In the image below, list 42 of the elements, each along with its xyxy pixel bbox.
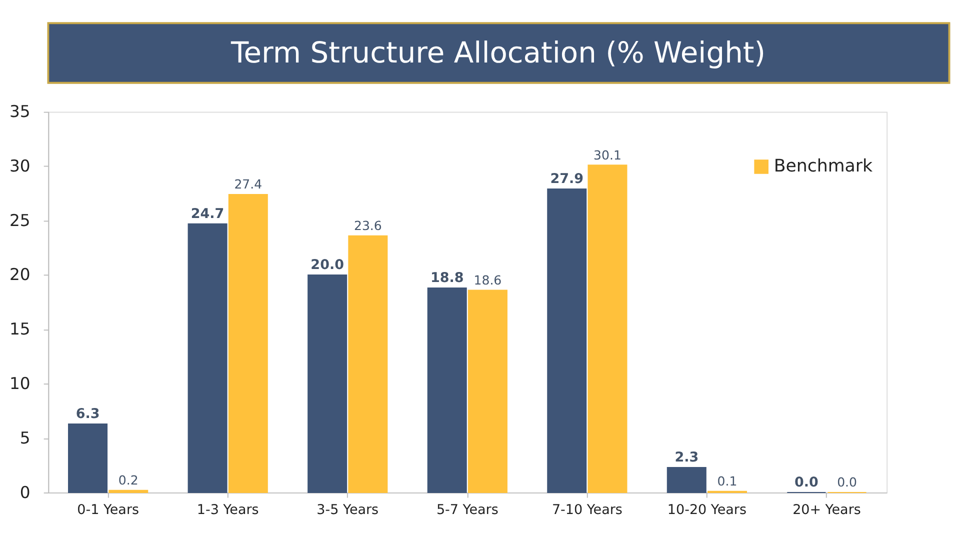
data-label: 0.0 [837,474,858,490]
y-tick-label: 30 [10,156,30,176]
data-label: 23.6 [354,218,382,234]
bar [427,288,467,493]
data-label: 27.4 [234,176,262,192]
bar [188,223,228,493]
y-tick-label: 0 [20,482,30,502]
legend-label: Benchmark [774,156,873,177]
bar [68,423,108,493]
y-tick-label: 10 [10,374,30,394]
x-tick-label: 1-3 Years [196,502,259,518]
y-tick-label: 5 [20,428,30,448]
x-tick-label: 0-1 Years [77,502,140,518]
chart-title: Term Structure Allocation (% Weight) [230,36,766,70]
data-label: 0.0 [794,474,818,491]
x-tick-label: 20+ Years [792,502,861,518]
x-tick-label: 7-10 Years [552,502,622,518]
bar [666,466,706,493]
data-label: 0.2 [118,472,138,488]
data-label: 30.1 [594,147,622,162]
y-tick-label: 20 [10,265,30,284]
data-label: 18.8 [430,270,464,286]
data-label: 18.6 [474,272,502,288]
x-tick-label: 10-20 Years [667,502,746,518]
data-label: 2.3 [674,450,699,466]
bar [308,274,348,493]
x-tick-label: 3-5 Years [316,502,379,518]
data-label: 24.7 [190,206,224,222]
y-tick-label: 25 [10,210,30,230]
y-tick-label: 15 [10,320,30,339]
bar [588,164,628,493]
bar [108,490,148,493]
data-label: 0.1 [717,474,738,489]
data-label: 6.3 [76,406,100,422]
bar [468,290,508,493]
x-tick-label: 5-7 Years [436,502,498,518]
bar [547,188,587,493]
bar [228,194,268,493]
bar [348,235,388,493]
data-label: 20.0 [310,257,344,274]
data-label: 27.9 [550,171,584,188]
y-tick-label: 35 [10,102,30,122]
